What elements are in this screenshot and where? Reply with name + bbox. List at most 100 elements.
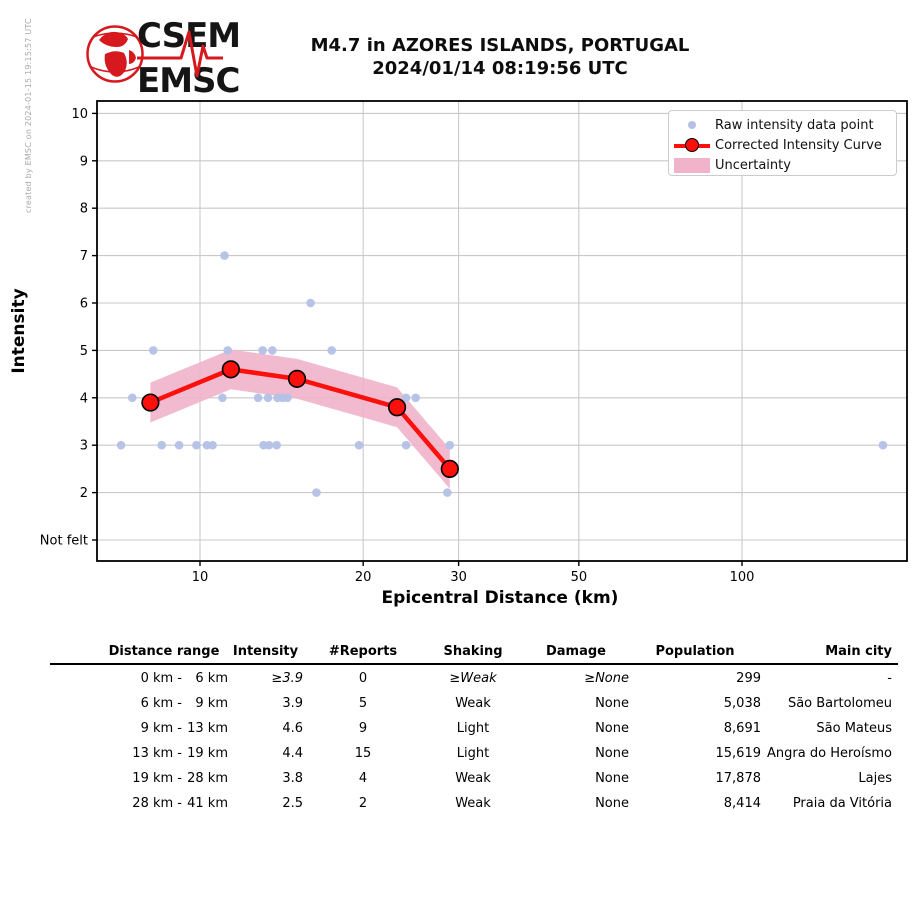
cell-range_a: 6 km -: [140, 696, 182, 711]
cell-city: Praia da Vitória: [792, 796, 892, 811]
x-axis-label: Epicentral Distance (km): [381, 588, 619, 608]
cell-shaking: Light: [456, 746, 490, 761]
globe-icon: [86, 25, 144, 83]
cell-damage: None: [595, 771, 629, 786]
raw-data-point: [263, 393, 273, 403]
raw-data-point: [401, 440, 411, 450]
cell-shaking: Light: [456, 721, 490, 736]
x-tick-label: 30: [450, 570, 467, 585]
raw-data-point: [411, 393, 420, 403]
cell-range_b: 41 km: [187, 796, 228, 811]
cell-shaking: Weak: [455, 696, 491, 711]
cell-city: São Bartolomeu: [787, 696, 892, 711]
intensity-report-table: 0 km - 6 km ≥3.9 0 ≥Weak ≥None 299 - 6 km - 9 km 3…: [100, 666, 892, 816]
cell-shaking: Weak: [455, 771, 491, 786]
page-title: M4.7 in AZORES ISLANDS, PORTUGAL 2024/01…: [260, 34, 740, 80]
y-tick-label: 3: [80, 439, 88, 454]
raw-data-point: [306, 298, 315, 308]
column-header-city: Main city: [825, 644, 892, 659]
y-tick-label: 7: [80, 249, 88, 264]
cell-intensity: 4.4: [282, 746, 303, 761]
x-tick-label: 100: [730, 570, 755, 585]
raw-data-point: [878, 440, 888, 450]
raw-data-point: [148, 346, 158, 355]
table-header-rule: [50, 663, 898, 665]
cell-reports: 5: [358, 696, 368, 711]
corrected-intensity-point: [287, 369, 307, 388]
cell-range_b: 19 km: [187, 746, 228, 761]
y-tick-label: 5: [80, 344, 88, 359]
legend-label: Uncertainty: [715, 157, 791, 173]
cell-reports: 2: [358, 796, 368, 811]
cell-range_b: 6 km: [195, 671, 228, 686]
raw-data-point: [268, 346, 277, 355]
cell-range_a: 13 km -: [132, 746, 182, 761]
intensity-distance-chart: Not felt 2 3 4 5 6 7 8 9 10 10 20 30 50 100: [40, 100, 908, 585]
cell-intensity: 4.6: [282, 721, 303, 736]
y-tick-label: 2: [80, 486, 88, 501]
cell-damage: None: [595, 696, 629, 711]
column-header-damage: Damage: [545, 644, 606, 659]
y-tick-label: 9: [80, 154, 88, 169]
raw-data-point: [354, 440, 364, 450]
cell-population: 299: [736, 671, 761, 686]
table-header-row: Distance range Intensity #Reports Shaking Da…: [100, 642, 892, 662]
column-header-intensity: Intensity: [232, 644, 299, 659]
y-tick-label: 8: [80, 202, 88, 217]
cell-reports: 15: [354, 746, 372, 761]
y-tick-label: 6: [80, 297, 88, 312]
cell-population: 8,414: [723, 796, 761, 811]
column-header-reports: #Reports: [328, 644, 398, 659]
cell-range_a: 9 km -: [140, 721, 182, 736]
curve-marker-icon: [669, 137, 715, 153]
plot-frame: [96, 100, 908, 562]
chart-legend: Raw intensity data point Corrected Intens…: [668, 110, 897, 176]
raw-data-point: [443, 488, 452, 497]
cell-range_a: 0 km -: [140, 671, 182, 686]
raw-data-point: [192, 440, 201, 450]
heartbeat-line-icon: [137, 30, 223, 78]
cell-city: Lajes: [858, 771, 892, 786]
cell-reports: 4: [358, 771, 368, 786]
legend-label: Corrected Intensity Curve: [715, 137, 882, 153]
cell-population: 8,691: [723, 721, 761, 736]
raw-data-point: [264, 440, 274, 450]
raw-data-point: [116, 440, 126, 450]
raw-data-point: [312, 488, 321, 497]
corrected-intensity-point: [387, 398, 407, 417]
x-tick-label: 20: [355, 570, 372, 585]
raw-data-point: [220, 251, 229, 260]
cell-range_b: 28 km: [187, 771, 228, 786]
cell-intensity: ≥3.9: [271, 671, 303, 686]
cell-range_a: 19 km -: [132, 771, 182, 786]
raw-data-point: [127, 393, 137, 403]
raw-data-point: [258, 346, 267, 355]
uncertainty-band: [150, 349, 450, 489]
emsc-text: EMSC: [137, 61, 240, 98]
legend-item: Corrected Intensity Curve: [669, 135, 896, 155]
column-header-shaking: Shaking: [443, 644, 503, 659]
cell-city: -: [887, 671, 892, 686]
cell-damage: ≥None: [584, 671, 629, 686]
cell-intensity: 3.8: [282, 771, 303, 786]
y-tick-label: Not felt: [40, 534, 88, 549]
corrected-intensity-point: [141, 393, 160, 412]
cell-damage: None: [595, 796, 629, 811]
cell-population: 15,619: [715, 746, 762, 761]
event-title: M4.7 in AZORES ISLANDS, PORTUGAL: [310, 35, 690, 56]
x-tick-label: 10: [192, 570, 209, 585]
raw-data-point: [223, 346, 233, 355]
cell-damage: None: [595, 746, 629, 761]
raw-data-point: [174, 440, 184, 450]
raw-data-point: [327, 346, 337, 355]
legend-label: Raw intensity data point: [715, 117, 874, 133]
raw-data-point: [208, 440, 217, 450]
raw-data-point: [218, 393, 227, 403]
cell-range_b: 13 km: [187, 721, 228, 736]
cell-damage: None: [595, 721, 629, 736]
event-datetime: 2024/01/14 08:19:56 UTC: [372, 58, 628, 79]
legend-item: Uncertainty: [669, 155, 896, 175]
cell-intensity: 2.5: [282, 796, 303, 811]
corrected-intensity-point: [440, 459, 459, 479]
